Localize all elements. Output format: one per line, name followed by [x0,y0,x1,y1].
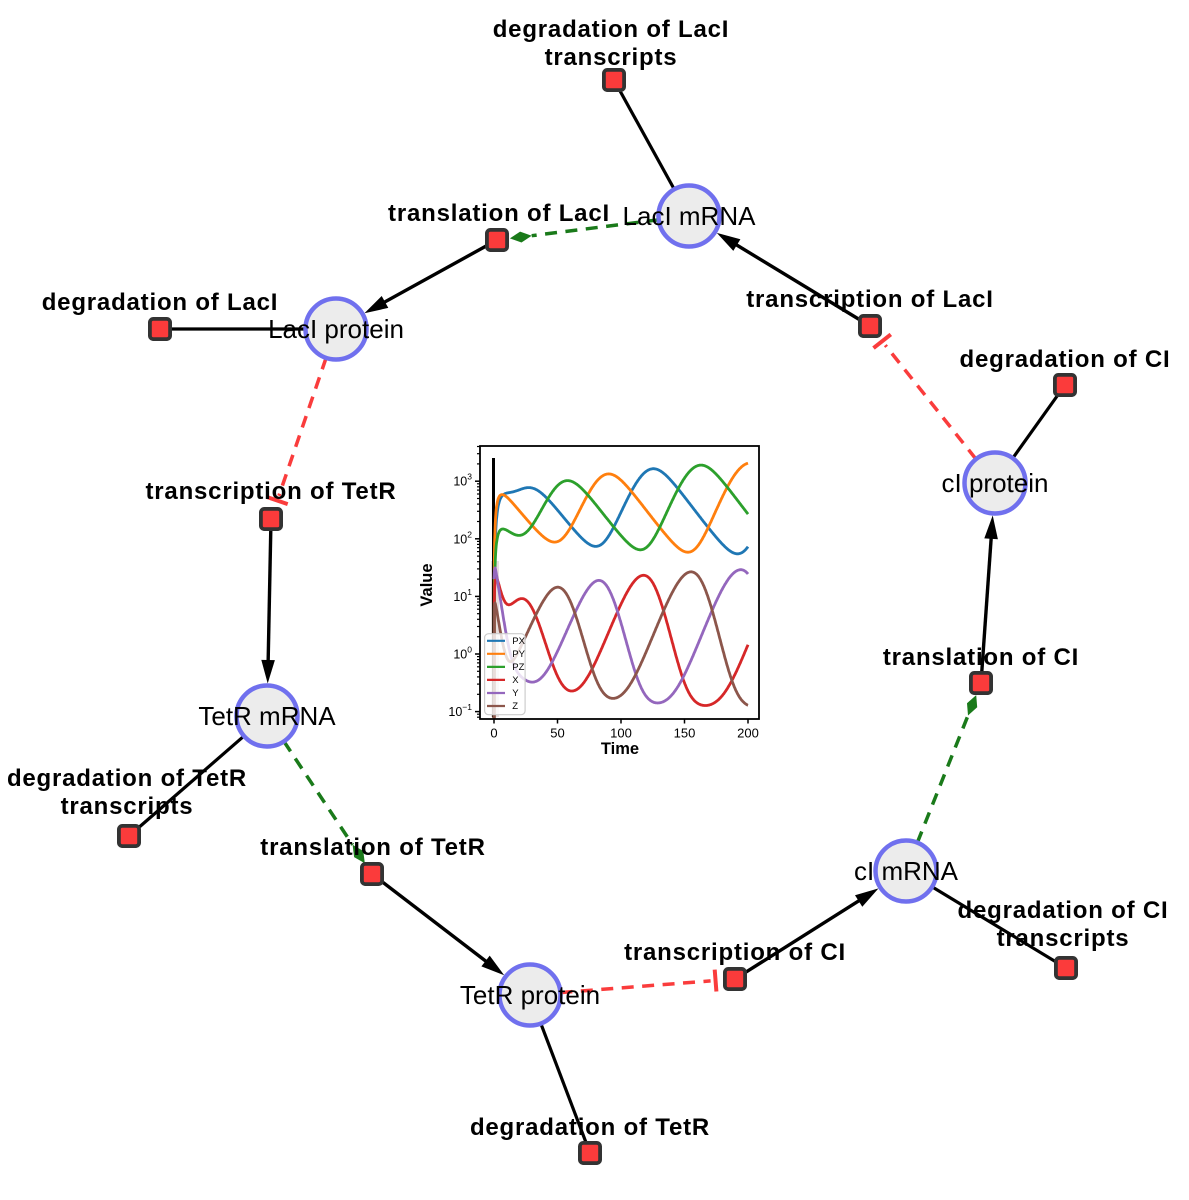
svg-text:200: 200 [737,726,759,741]
svg-text:50: 50 [550,726,564,741]
svg-text:cI protein: cI protein [942,468,1049,498]
svg-text:transcription of CI: transcription of CI [624,939,846,966]
svg-text:translation of CI: translation of CI [883,644,1079,671]
svg-text:degradation of CI: degradation of CI [958,897,1169,924]
svg-text:100: 100 [610,726,632,741]
svg-text:degradation of LacI: degradation of LacI [493,16,730,43]
svg-text:transcripts: transcripts [61,793,194,820]
svg-text:LacI mRNA: LacI mRNA [623,201,757,231]
svg-text:X: X [512,675,519,686]
svg-text:Time: Time [601,740,639,758]
svg-text:transcripts: transcripts [997,925,1130,952]
svg-text:transcription of TetR: transcription of TetR [145,478,396,505]
svg-text:150: 150 [674,726,696,741]
svg-text:degradation of TetR: degradation of TetR [470,1114,710,1141]
svg-text:0: 0 [490,726,497,741]
svg-text:TetR mRNA: TetR mRNA [198,701,336,731]
svg-text:translation of LacI: translation of LacI [388,200,610,227]
svg-text:PZ: PZ [512,662,524,673]
svg-text:TetR protein: TetR protein [460,980,600,1010]
svg-text:Y: Y [512,688,519,699]
svg-text:Z: Z [512,701,518,712]
svg-text:cI mRNA: cI mRNA [854,856,959,886]
svg-text:PY: PY [512,649,525,660]
svg-text:transcription of LacI: transcription of LacI [746,286,994,313]
svg-text:degradation of TetR: degradation of TetR [7,765,247,792]
svg-text:degradation of CI: degradation of CI [960,346,1171,373]
svg-text:Value: Value [418,563,436,606]
svg-text:degradation of LacI: degradation of LacI [42,289,279,316]
svg-text:LacI protein: LacI protein [268,314,404,344]
svg-text:translation of TetR: translation of TetR [260,834,485,861]
svg-text:PX: PX [512,636,525,647]
svg-text:transcripts: transcripts [545,44,678,71]
